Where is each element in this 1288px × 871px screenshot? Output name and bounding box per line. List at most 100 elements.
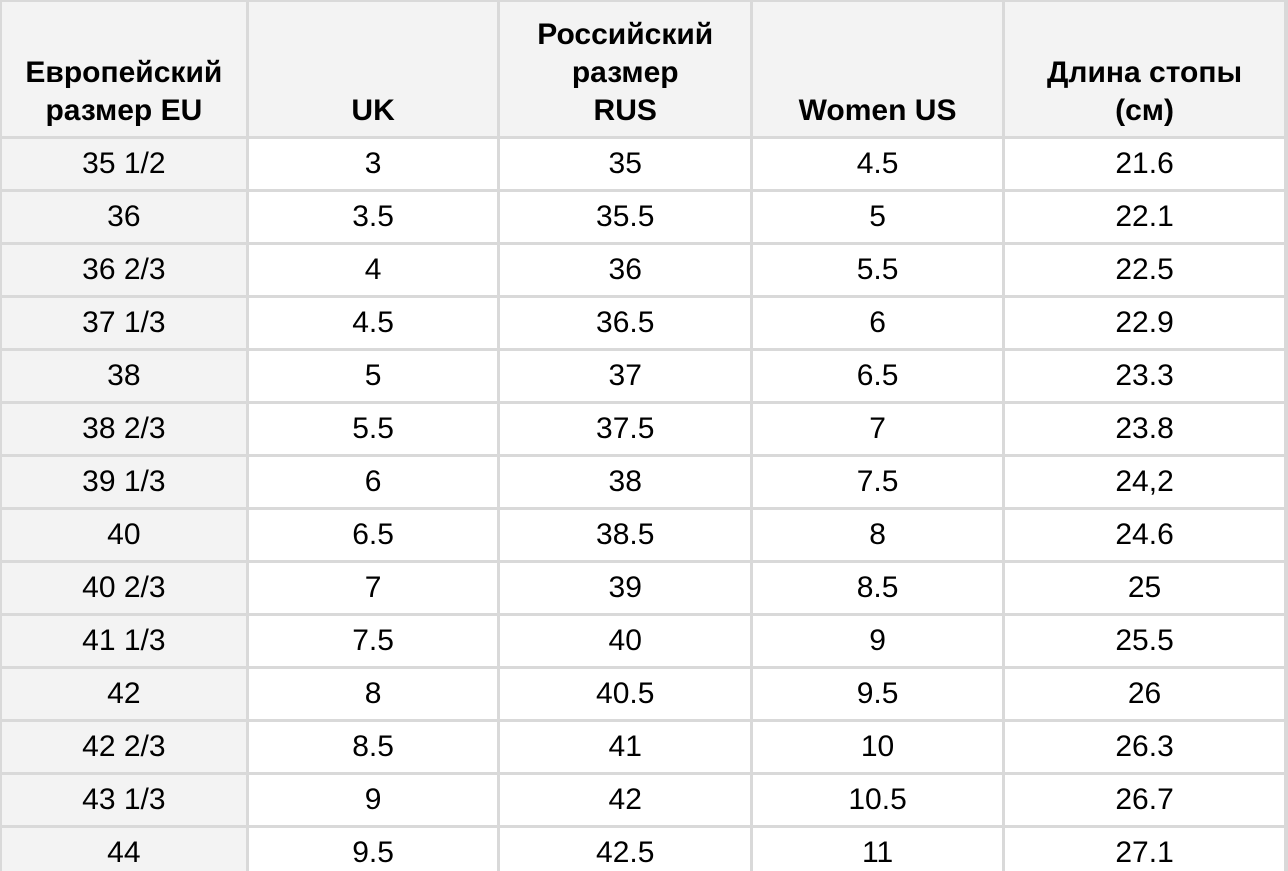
cell-women-us-size[interactable]: 9.5: [753, 669, 1003, 719]
cell-rus-size[interactable]: 40: [500, 616, 750, 666]
cell-uk-size[interactable]: 9.5: [248, 828, 498, 871]
cell-foot-length[interactable]: 22.9: [1005, 298, 1284, 348]
table-row: 43 1/3 9 42 10.5 26.7: [2, 775, 1284, 825]
cell-women-us-size[interactable]: 8.5: [753, 563, 1003, 613]
table-row: 40 6.5 38.5 8 24.6: [2, 510, 1284, 560]
cell-rus-size[interactable]: 36.5: [500, 298, 750, 348]
cell-uk-size[interactable]: 5.5: [248, 404, 498, 454]
header-text-line: Women US: [798, 94, 957, 127]
cell-foot-length[interactable]: 27.1: [1005, 828, 1284, 871]
cell-foot-length[interactable]: 22.5: [1005, 245, 1284, 295]
cell-foot-length[interactable]: 24.6: [1005, 510, 1284, 560]
cell-eu-size[interactable]: 39 1/3: [2, 457, 246, 507]
cell-women-us-size[interactable]: 7.5: [753, 457, 1003, 507]
table-row: 42 2/3 8.5 41 10 26.3: [2, 722, 1284, 772]
cell-uk-size[interactable]: 8: [248, 669, 498, 719]
header-foot-length[interactable]: Длина стопы (см): [1005, 2, 1284, 136]
table-row: 40 2/3 7 39 8.5 25: [2, 563, 1284, 613]
table-row: 38 2/3 5.5 37.5 7 23.8: [2, 404, 1284, 454]
cell-rus-size[interactable]: 42.5: [500, 828, 750, 871]
cell-women-us-size[interactable]: 5: [753, 192, 1003, 242]
cell-foot-length[interactable]: 24,2: [1005, 457, 1284, 507]
cell-women-us-size[interactable]: 7: [753, 404, 1003, 454]
cell-foot-length[interactable]: 22.1: [1005, 192, 1284, 242]
cell-rus-size[interactable]: 39: [500, 563, 750, 613]
cell-uk-size[interactable]: 3.5: [248, 192, 498, 242]
table-row: 44 9.5 42.5 11 27.1: [2, 828, 1284, 871]
header-text-line: (см): [1115, 94, 1174, 127]
header-text-line: Европейский: [25, 56, 223, 89]
cell-women-us-size[interactable]: 4.5: [753, 139, 1003, 189]
header-eu-size[interactable]: Европейский размер EU: [2, 2, 246, 136]
cell-foot-length[interactable]: 26.7: [1005, 775, 1284, 825]
header-rus-size[interactable]: Российский размер RUS: [500, 2, 750, 136]
table-row: 35 1/2 3 35 4.5 21.6: [2, 139, 1284, 189]
cell-eu-size[interactable]: 38: [2, 351, 246, 401]
cell-rus-size[interactable]: 35.5: [500, 192, 750, 242]
cell-rus-size[interactable]: 40.5: [500, 669, 750, 719]
header-text-line: Длина стопы: [1047, 56, 1243, 89]
cell-women-us-size[interactable]: 11: [753, 828, 1003, 871]
cell-uk-size[interactable]: 3: [248, 139, 498, 189]
cell-foot-length[interactable]: 26: [1005, 669, 1284, 719]
header-uk-size[interactable]: UK: [248, 2, 498, 136]
cell-eu-size[interactable]: 43 1/3: [2, 775, 246, 825]
cell-eu-size[interactable]: 36 2/3: [2, 245, 246, 295]
cell-foot-length[interactable]: 26.3: [1005, 722, 1284, 772]
table-row: 39 1/3 6 38 7.5 24,2: [2, 457, 1284, 507]
cell-uk-size[interactable]: 7: [248, 563, 498, 613]
cell-women-us-size[interactable]: 5.5: [753, 245, 1003, 295]
cell-eu-size[interactable]: 40: [2, 510, 246, 560]
cell-foot-length[interactable]: 25: [1005, 563, 1284, 613]
header-text-line: RUS: [593, 94, 657, 127]
cell-uk-size[interactable]: 4: [248, 245, 498, 295]
cell-eu-size[interactable]: 42 2/3: [2, 722, 246, 772]
cell-eu-size[interactable]: 37 1/3: [2, 298, 246, 348]
cell-rus-size[interactable]: 41: [500, 722, 750, 772]
cell-rus-size[interactable]: 38: [500, 457, 750, 507]
cell-women-us-size[interactable]: 9: [753, 616, 1003, 666]
cell-uk-size[interactable]: 6: [248, 457, 498, 507]
cell-uk-size[interactable]: 4.5: [248, 298, 498, 348]
cell-eu-size[interactable]: 38 2/3: [2, 404, 246, 454]
table-row: 42 8 40.5 9.5 26: [2, 669, 1284, 719]
cell-foot-length[interactable]: 21.6: [1005, 139, 1284, 189]
table-row: 41 1/3 7.5 40 9 25.5: [2, 616, 1284, 666]
cell-women-us-size[interactable]: 6: [753, 298, 1003, 348]
table-row: 38 5 37 6.5 23.3: [2, 351, 1284, 401]
cell-eu-size[interactable]: 44: [2, 828, 246, 871]
header-text-line: размер: [571, 56, 679, 89]
cell-rus-size[interactable]: 37: [500, 351, 750, 401]
cell-uk-size[interactable]: 7.5: [248, 616, 498, 666]
cell-rus-size[interactable]: 38.5: [500, 510, 750, 560]
cell-rus-size[interactable]: 35: [500, 139, 750, 189]
cell-eu-size[interactable]: 42: [2, 669, 246, 719]
table-row: 36 2/3 4 36 5.5 22.5: [2, 245, 1284, 295]
cell-uk-size[interactable]: 5: [248, 351, 498, 401]
header-text-line: размер EU: [45, 94, 203, 127]
header-row: Европейский размер EU UK Российский разм…: [2, 2, 1284, 136]
cell-women-us-size[interactable]: 6.5: [753, 351, 1003, 401]
cell-women-us-size[interactable]: 10: [753, 722, 1003, 772]
cell-eu-size[interactable]: 36: [2, 192, 246, 242]
cell-eu-size[interactable]: 35 1/2: [2, 139, 246, 189]
cell-rus-size[interactable]: 36: [500, 245, 750, 295]
table-row: 37 1/3 4.5 36.5 6 22.9: [2, 298, 1284, 348]
header-text-line: UK: [351, 94, 395, 127]
cell-rus-size[interactable]: 42: [500, 775, 750, 825]
cell-women-us-size[interactable]: 8: [753, 510, 1003, 560]
cell-uk-size[interactable]: 9: [248, 775, 498, 825]
cell-foot-length[interactable]: 25.5: [1005, 616, 1284, 666]
cell-foot-length[interactable]: 23.8: [1005, 404, 1284, 454]
table-row: 36 3.5 35.5 5 22.1: [2, 192, 1284, 242]
cell-women-us-size[interactable]: 10.5: [753, 775, 1003, 825]
cell-foot-length[interactable]: 23.3: [1005, 351, 1284, 401]
cell-eu-size[interactable]: 40 2/3: [2, 563, 246, 613]
cell-eu-size[interactable]: 41 1/3: [2, 616, 246, 666]
cell-uk-size[interactable]: 8.5: [248, 722, 498, 772]
header-women-us-size[interactable]: Women US: [753, 2, 1003, 136]
cell-rus-size[interactable]: 37.5: [500, 404, 750, 454]
cell-uk-size[interactable]: 6.5: [248, 510, 498, 560]
